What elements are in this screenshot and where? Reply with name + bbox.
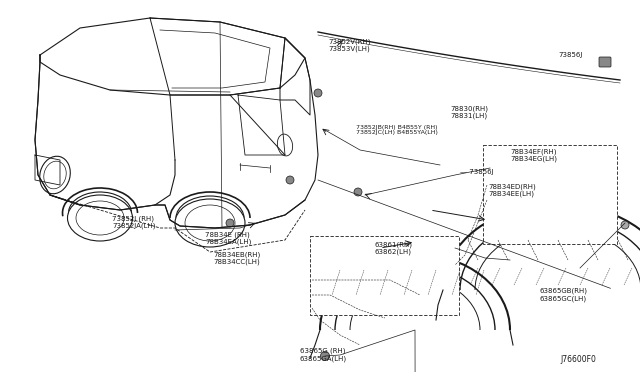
Circle shape bbox=[226, 219, 234, 227]
Circle shape bbox=[621, 221, 629, 229]
Ellipse shape bbox=[67, 195, 132, 241]
Ellipse shape bbox=[44, 161, 66, 189]
FancyBboxPatch shape bbox=[483, 145, 617, 244]
Text: 63861(RH)
63862(LH): 63861(RH) 63862(LH) bbox=[375, 241, 413, 255]
Text: 63865G (RH)
63865GA(LH): 63865G (RH) 63865GA(LH) bbox=[300, 348, 347, 362]
FancyBboxPatch shape bbox=[310, 236, 459, 315]
Ellipse shape bbox=[185, 205, 235, 241]
FancyBboxPatch shape bbox=[599, 57, 611, 67]
Text: J76600F0: J76600F0 bbox=[560, 356, 596, 365]
Circle shape bbox=[286, 176, 294, 184]
Text: 78B34EF(RH)
78B34EG(LH): 78B34EF(RH) 78B34EG(LH) bbox=[510, 148, 557, 162]
Circle shape bbox=[314, 89, 322, 97]
Text: 73852J (RH)
73852JA(LH): 73852J (RH) 73852JA(LH) bbox=[112, 215, 156, 229]
Text: 73852JB(RH) B4B55Y (RH)
73852JC(LH) B4B55YA(LH): 73852JB(RH) B4B55Y (RH) 73852JC(LH) B4B5… bbox=[356, 125, 438, 135]
Circle shape bbox=[321, 352, 330, 360]
Circle shape bbox=[357, 250, 363, 256]
Circle shape bbox=[378, 237, 385, 244]
Text: 78B34EB(RH)
78B34CC(LH): 78B34EB(RH) 78B34CC(LH) bbox=[213, 251, 260, 265]
Text: — 73856J: — 73856J bbox=[460, 169, 493, 175]
Ellipse shape bbox=[40, 156, 70, 194]
Circle shape bbox=[354, 188, 362, 196]
Text: 73856J: 73856J bbox=[558, 52, 582, 58]
Text: 78B34E (RH)
78B34EA(LH): 78B34E (RH) 78B34EA(LH) bbox=[205, 231, 252, 245]
Ellipse shape bbox=[277, 134, 292, 156]
Text: 73852V(RH)
73853V(LH): 73852V(RH) 73853V(LH) bbox=[328, 38, 371, 52]
Text: 78830(RH)
78831(LH): 78830(RH) 78831(LH) bbox=[450, 105, 488, 119]
Text: 63865GB(RH)
63865GC(LH): 63865GB(RH) 63865GC(LH) bbox=[540, 288, 588, 302]
Circle shape bbox=[586, 196, 594, 204]
Ellipse shape bbox=[76, 201, 124, 235]
Circle shape bbox=[557, 182, 563, 189]
Text: 78B34ED(RH)
78B34EE(LH): 78B34ED(RH) 78B34EE(LH) bbox=[488, 183, 536, 197]
Ellipse shape bbox=[175, 199, 245, 247]
